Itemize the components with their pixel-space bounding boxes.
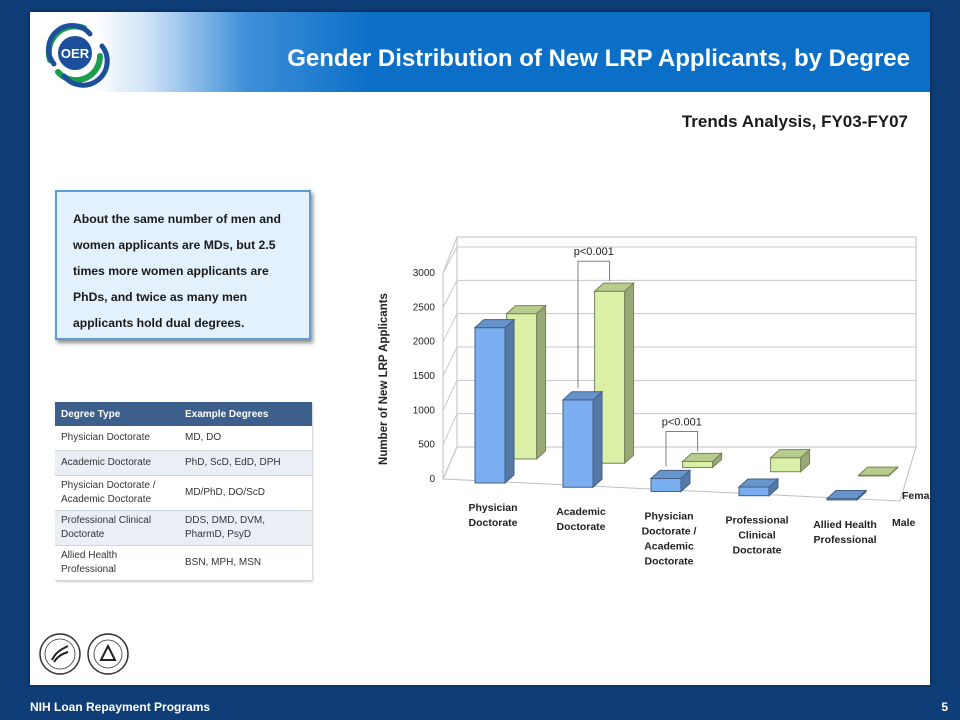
bar-male bbox=[562, 399, 594, 488]
x-category-label: Allied Health bbox=[813, 519, 877, 531]
bar-female-side bbox=[624, 282, 635, 465]
table-row: Professional Clinical Doctorate DDS, DMD… bbox=[55, 510, 312, 546]
x-category-label: Clinical bbox=[738, 530, 775, 542]
table-header-cell: Degree Type bbox=[55, 402, 179, 426]
table-cell-example-degrees: MD/PhD, DO/ScD bbox=[179, 475, 312, 511]
nih-seal-icon bbox=[87, 633, 129, 675]
table-cell-degree-type: Allied Health Professional bbox=[55, 545, 179, 581]
x-category-label: Doctorate / bbox=[642, 525, 697, 537]
degree-table: Degree Type Example Degrees Physician Do… bbox=[55, 402, 312, 581]
bar-male bbox=[650, 477, 682, 492]
x-category-label: Physician bbox=[644, 510, 693, 522]
bar-female-top bbox=[769, 449, 811, 459]
p-value-bracket bbox=[665, 430, 699, 467]
chart-subtitle: Trends Analysis, FY03-FY07 bbox=[681, 112, 908, 131]
bar-male-top bbox=[825, 490, 868, 500]
bar-male-top bbox=[473, 319, 516, 329]
bar-male-top bbox=[737, 478, 780, 488]
y-tick-label: 2000 bbox=[413, 337, 436, 348]
bar-female-top bbox=[593, 282, 635, 292]
x-category-label: Professional bbox=[813, 534, 876, 546]
bar-female-top bbox=[857, 466, 899, 476]
x-category-label: Academic bbox=[644, 540, 694, 552]
logo-text: OER bbox=[61, 46, 90, 61]
y-tick-label: 1500 bbox=[413, 371, 436, 382]
x-category-label: Doctorate bbox=[732, 545, 781, 557]
page-number: 5 bbox=[941, 700, 948, 714]
oer-logo-icon: OER bbox=[42, 20, 110, 88]
table-row: Physician Doctorate / Academic Doctorate… bbox=[55, 475, 312, 511]
bar-female bbox=[770, 457, 802, 473]
p-value-label: p<0.001 bbox=[574, 246, 614, 258]
series-label-male: Male bbox=[892, 517, 916, 529]
bar-female-top bbox=[505, 305, 547, 315]
y-tick-label: 2500 bbox=[413, 302, 436, 313]
slide: OER Gender Distribution of New LRP Appli… bbox=[30, 12, 930, 685]
table-row: Physician Doctorate MD, DO bbox=[55, 426, 312, 451]
table-row: Allied Health Professional BSN, MPH, MSN bbox=[55, 545, 312, 581]
bar-female-top bbox=[681, 452, 723, 462]
callout-box: About the same number of men and women a… bbox=[55, 190, 311, 340]
table-row: Academic Doctorate PhD, ScD, EdD, DPH bbox=[55, 450, 312, 476]
bar-male-top bbox=[649, 469, 692, 479]
x-category-label: Professional bbox=[725, 515, 788, 527]
x-category-label: Physician bbox=[468, 502, 517, 514]
table-cell-example-degrees: DDS, DMD, DVM, PharmD, PsyD bbox=[179, 510, 312, 546]
table-header-row: Degree Type Example Degrees bbox=[55, 402, 312, 426]
gridline bbox=[442, 313, 458, 342]
bar-male-side bbox=[592, 390, 603, 489]
bar-male bbox=[474, 327, 506, 484]
chart-side-wall bbox=[442, 236, 458, 480]
y-tick-label: 500 bbox=[418, 440, 435, 451]
table-cell-degree-type: Physician Doctorate / Academic Doctorate bbox=[55, 475, 179, 511]
table-cell-degree-type: Professional Clinical Doctorate bbox=[55, 510, 179, 546]
gridline bbox=[442, 413, 458, 445]
y-axis-label: Number of New LRP Applicants bbox=[378, 293, 390, 465]
header-bar: OER Gender Distribution of New LRP Appli… bbox=[30, 12, 930, 92]
bar-female-side bbox=[536, 304, 547, 461]
bar-male-top bbox=[561, 391, 604, 401]
gridline bbox=[442, 246, 458, 274]
table-cell-example-degrees: BSN, MPH, MSN bbox=[179, 545, 312, 581]
p-value-label: p<0.001 bbox=[662, 416, 702, 428]
table-cell-degree-type: Physician Doctorate bbox=[55, 426, 179, 451]
page-title: Gender Distribution of New LRP Applicant… bbox=[287, 45, 910, 72]
table-cell-degree-type: Academic Doctorate bbox=[55, 450, 179, 476]
x-category-label: Academic bbox=[556, 506, 606, 518]
p-value-bracket bbox=[577, 260, 611, 388]
series-label-female: Female bbox=[902, 490, 930, 502]
bar-chart: 0 500 1000 1500 2000 2500 3000 Number of New LR… bbox=[378, 236, 930, 567]
y-tick-label: 1000 bbox=[413, 405, 436, 416]
footer-text: NIH Loan Repayment Programs bbox=[30, 700, 211, 714]
table-cell-example-degrees: PhD, ScD, EdD, DPH bbox=[179, 450, 312, 476]
x-category-label: Doctorate bbox=[644, 555, 693, 567]
gridline bbox=[442, 346, 458, 377]
y-tick-label: 0 bbox=[429, 474, 435, 485]
callout-text: About the same number of men and women a… bbox=[73, 212, 281, 330]
gridline bbox=[442, 280, 458, 308]
table-cell-example-degrees: MD, DO bbox=[179, 426, 312, 451]
x-category-label: Doctorate bbox=[468, 517, 517, 529]
y-tick-label: 3000 bbox=[413, 268, 436, 279]
gridline bbox=[442, 380, 458, 411]
hhs-seal-icon bbox=[39, 633, 81, 675]
bar-female bbox=[682, 460, 714, 468]
x-category-label: Doctorate bbox=[556, 521, 605, 533]
bar-male bbox=[738, 486, 770, 497]
bar-male-side bbox=[504, 318, 515, 485]
table-header-cell: Example Degrees bbox=[179, 402, 312, 426]
